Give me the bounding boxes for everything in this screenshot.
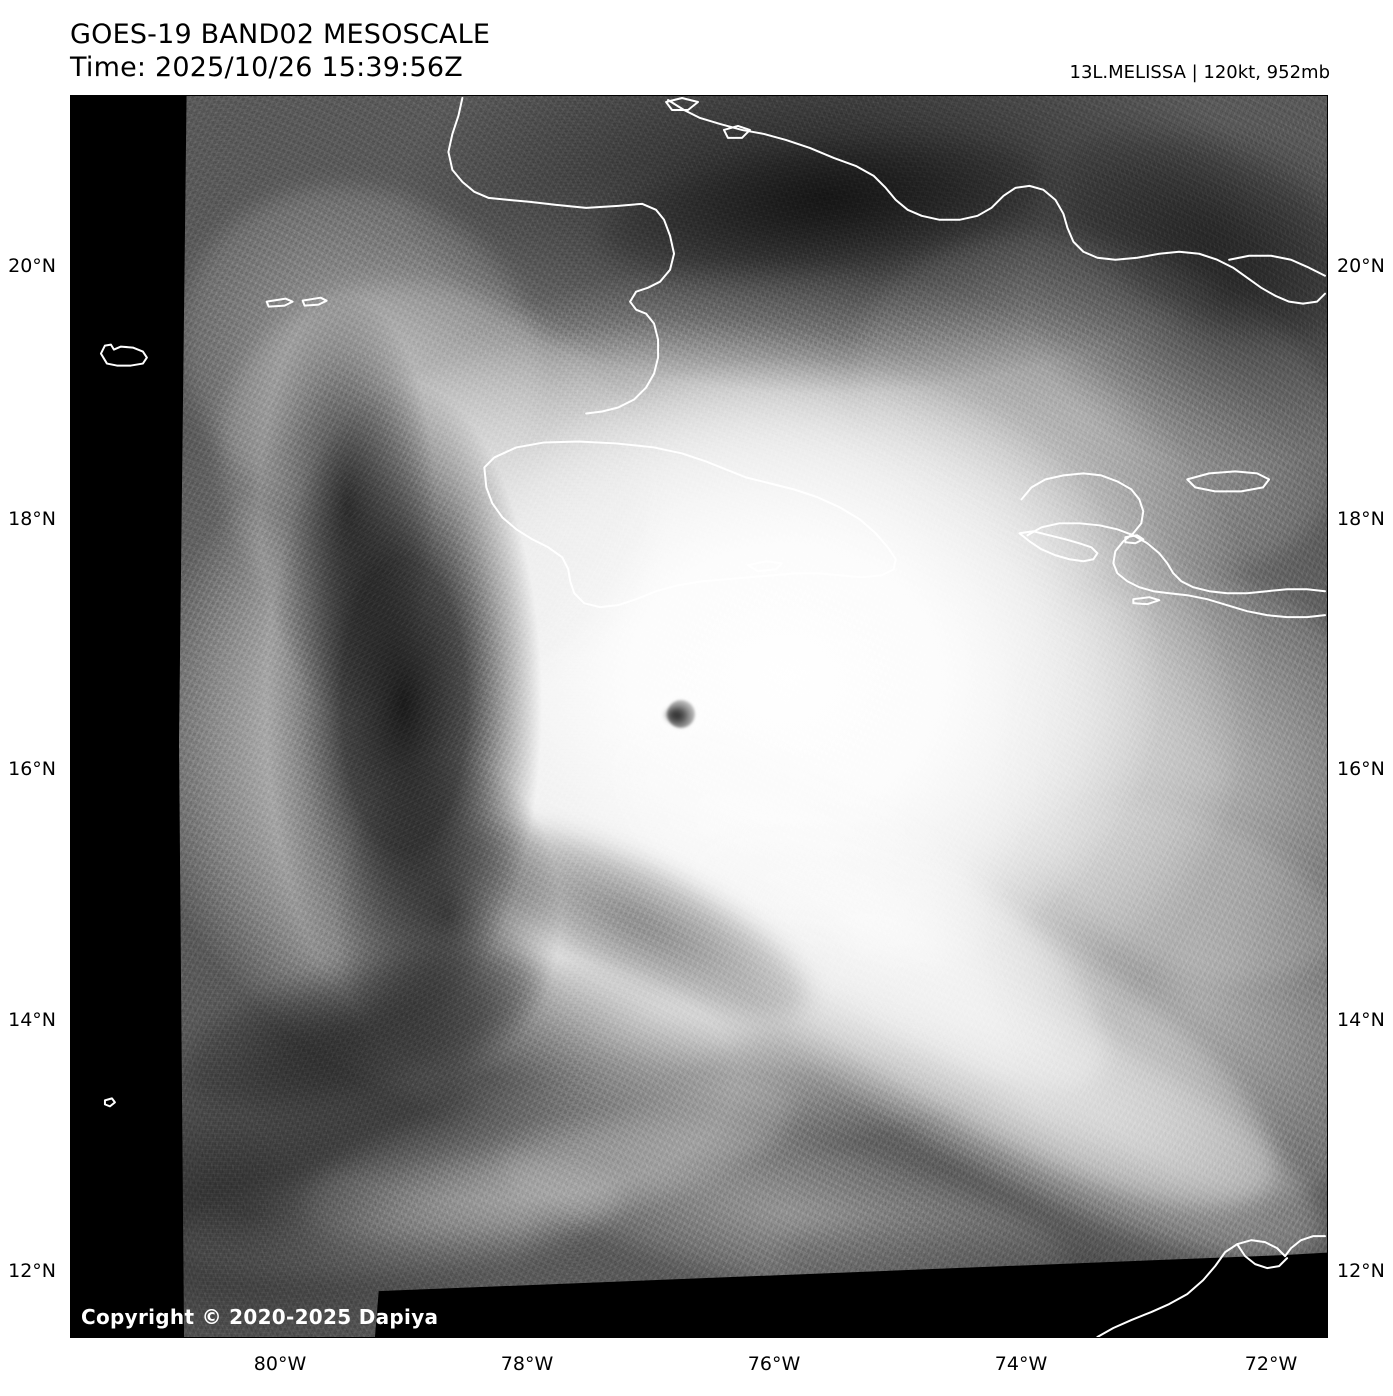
y-tick-label-left: 12°N (8, 1260, 56, 1282)
timestamp-label: Time: 2025/10/26 15:39:56Z (70, 52, 463, 83)
coastline-south-america (1096, 1235, 1327, 1337)
coastline-overlay (99, 96, 1327, 1337)
coastline-little-cayman (301, 296, 328, 307)
figure-header: GOES-19 BAND02 MESOSCALE Time: 2025/10/2… (70, 18, 1330, 88)
y-tick-label-right: 14°N (1337, 1009, 1385, 1031)
cloud-texture-layer (179, 96, 1327, 1337)
coastline-cuba-north (667, 98, 1305, 305)
satellite-swath-clip: Copyright © 2020-2025 Dapiya (71, 96, 1327, 1337)
y-tick-label-right: 16°N (1337, 758, 1385, 780)
coastline-cuba (447, 96, 676, 415)
y-tick-label-left: 18°N (8, 508, 56, 530)
coastline-haiti-peninsula (1018, 530, 1099, 563)
coastline-islet-2 (1132, 596, 1161, 606)
x-tick-label: 72°W (1244, 1353, 1298, 1375)
cloud-grain-layer (179, 96, 1327, 1337)
x-tick-label: 80°W (253, 1353, 307, 1375)
copyright-label: Copyright © 2020-2025 Dapiya (81, 1305, 439, 1329)
coastline-hispaniola (1020, 472, 1327, 619)
coastline-gonave (1186, 470, 1271, 493)
y-tick-label-right: 18°N (1337, 508, 1385, 530)
y-tick-label-right: 20°N (1337, 255, 1385, 277)
coastline-jamaica-detail (746, 560, 783, 573)
hurricane-eye (658, 691, 705, 738)
coastline-cayman-brac (265, 297, 294, 308)
coastline-grand-cayman (99, 343, 148, 367)
x-tick-label: 76°W (747, 1353, 801, 1375)
x-tick-label: 74°W (994, 1353, 1048, 1375)
y-tick-label-left: 20°N (8, 255, 56, 277)
satellite-swath (179, 96, 1327, 1337)
y-tick-label-left: 16°N (8, 758, 56, 780)
satellite-image-plot[interactable]: Copyright © 2020-2025 Dapiya (70, 95, 1328, 1338)
eye-shadow (664, 707, 687, 724)
y-tick-label-left: 14°N (8, 1009, 56, 1031)
page-title: GOES-19 BAND02 MESOSCALE (70, 19, 491, 50)
clear-slot-layer (179, 96, 1327, 1337)
y-tick-label-right: 12°N (1337, 1260, 1385, 1282)
coastline-cay-2 (722, 124, 751, 139)
coastline-cay-1 (665, 96, 699, 111)
coastline-jamaica (483, 440, 897, 609)
x-tick-label: 78°W (500, 1353, 554, 1375)
coastline-islet-1 (1124, 534, 1145, 545)
coastline-south-america-bay (1236, 1243, 1289, 1270)
coastline-dr-north (1228, 254, 1327, 277)
coastline-small-island (103, 1097, 116, 1108)
coastline-cuba-east (1302, 292, 1327, 305)
storm-info-label: 13L.MELISSA | 120kt, 952mb (1069, 62, 1331, 83)
coastline-hispaniola-south (1026, 522, 1327, 595)
